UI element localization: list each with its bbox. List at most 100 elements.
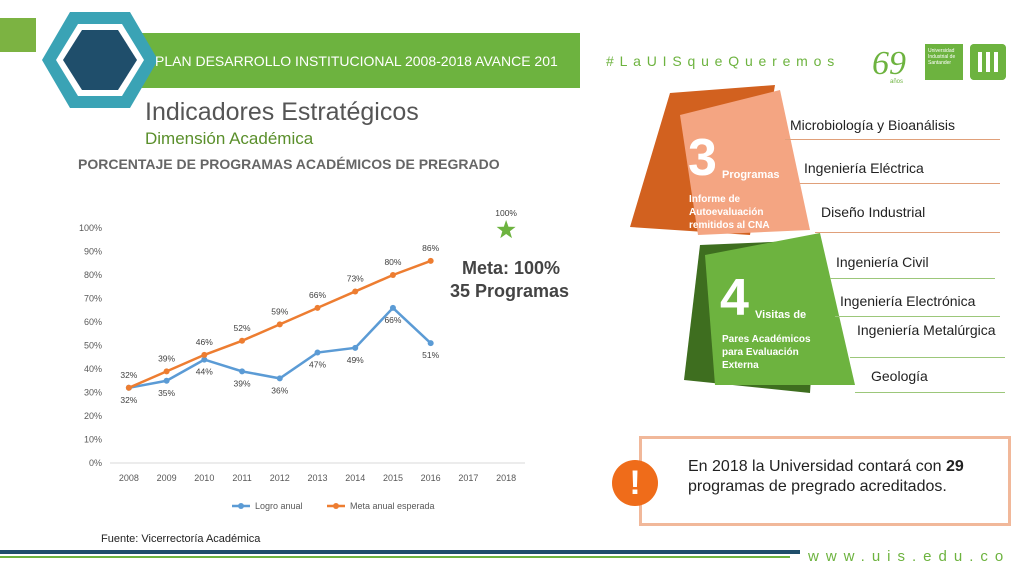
series-point <box>352 288 359 295</box>
note-highlight: 29 <box>945 458 964 475</box>
data-label: 35% <box>158 388 175 398</box>
green-panel-front <box>705 233 855 385</box>
header-title: PLAN DESARROLLO INSTITUCIONAL 2008-2018 … <box>155 53 558 69</box>
data-label: 47% <box>309 360 326 370</box>
y-tick-label: 90% <box>84 247 102 257</box>
data-label: 44% <box>196 367 213 377</box>
orange-desc-line: Autoevaluación <box>689 207 764 218</box>
y-tick-label: 100% <box>79 223 102 233</box>
y-tick-label: 10% <box>84 435 102 445</box>
data-label: 80% <box>384 257 401 267</box>
target-star-icon <box>496 220 516 239</box>
data-label: 52% <box>234 323 251 333</box>
orange-program-divider <box>800 183 1000 184</box>
data-label: 49% <box>347 355 364 365</box>
series-point <box>389 304 396 311</box>
footer-line <box>0 550 800 554</box>
y-tick-label: 30% <box>84 388 102 398</box>
exclamation-icon: ! <box>612 460 658 506</box>
hexagon-logo-icon <box>42 12 158 108</box>
x-tick-label: 2010 <box>194 473 214 483</box>
y-tick-label: 40% <box>84 364 102 374</box>
x-tick-label: 2013 <box>307 473 327 483</box>
data-label: 73% <box>347 273 364 283</box>
green-program-divider <box>855 392 1005 393</box>
data-label: 46% <box>196 337 213 347</box>
green-desc-line: Pares Académicos <box>722 334 811 345</box>
data-label: 32% <box>120 395 137 405</box>
data-label: 66% <box>384 315 401 325</box>
line-chart: 0% 10% 20% 30% 40% 50% 60% 70% 80% 90% 100% 2008 200… <box>79 208 525 511</box>
x-tick-label: 2012 <box>270 473 290 483</box>
y-tick-label: 50% <box>84 341 102 351</box>
header-bar <box>130 33 580 88</box>
x-tick-label: 2017 <box>458 473 478 483</box>
series-point <box>427 257 434 264</box>
data-label: 39% <box>234 378 251 388</box>
series-point <box>239 368 246 375</box>
x-tick-label: 2014 <box>345 473 365 483</box>
series-point <box>201 351 208 358</box>
chart-heading: PORCENTAJE DE PROGRAMAS ACADÉMICOS DE PR… <box>78 156 500 172</box>
page-subtitle: Dimensión Académica <box>145 129 314 148</box>
data-label: 86% <box>422 243 439 253</box>
orange-program-item: Ingeniería Eléctrica <box>804 160 924 176</box>
green-program-item: Geología <box>871 368 928 384</box>
header-accent-band <box>0 18 36 52</box>
anniversary-suffix: años <box>890 79 903 85</box>
orange-program-divider <box>815 232 1000 233</box>
orange-desc-line: remitidos al CNA <box>689 220 770 231</box>
data-label: 36% <box>271 385 288 395</box>
series-point <box>276 321 283 328</box>
note-text-after: programas de pregrado acreditados. <box>688 478 947 495</box>
green-desc-line: Externa <box>722 360 759 371</box>
x-tick-label: 2011 <box>232 473 251 483</box>
website-link[interactable]: www.uis.edu.co <box>808 548 1011 565</box>
green-program-item: Ingeniería Electrónica <box>840 293 976 309</box>
university-name-logo: Universidad Industrial de Santander <box>925 44 963 80</box>
data-label: 32% <box>120 370 137 380</box>
green-panel-number: 4 <box>720 269 749 327</box>
x-tick-label: 2009 <box>157 473 177 483</box>
green-program-item: Ingeniería Metalúrgica <box>857 322 996 338</box>
data-label: 39% <box>158 353 175 363</box>
green-program-divider <box>850 357 1005 358</box>
orange-panel-front <box>680 90 810 235</box>
legend-label: Logro anual <box>255 501 303 511</box>
green-program-divider <box>835 316 1000 317</box>
orange-program-item: Microbiología y Bioanálisis <box>790 117 955 133</box>
legend-marker <box>238 503 244 509</box>
series-point <box>239 337 246 344</box>
orange-panel-desc: Informe de Autoevaluación remitidos al C… <box>689 193 770 232</box>
y-tick-label: 60% <box>84 317 102 327</box>
y-tick-label: 70% <box>84 294 102 304</box>
green-program-item: Ingeniería Civil <box>836 254 929 270</box>
orange-program-item: Diseño Industrial <box>821 204 926 220</box>
page-title: Indicadores Estratégicos <box>145 98 419 126</box>
data-label: 59% <box>271 306 288 316</box>
footer-line-accent <box>0 556 790 558</box>
green-panel-unit: Visitas de <box>755 309 807 321</box>
legend-label: Meta anual esperada <box>350 501 435 511</box>
legend-marker <box>333 503 339 509</box>
series-point <box>163 377 170 384</box>
x-tick-label: 2016 <box>421 473 441 483</box>
x-tick-label: 2015 <box>383 473 403 483</box>
y-tick-label: 20% <box>84 411 102 421</box>
panel-shapes <box>630 85 855 393</box>
orange-panel-number: 3 <box>688 129 717 187</box>
target-label: 100% <box>495 208 517 218</box>
orange-program-divider <box>785 139 1000 140</box>
data-label: 66% <box>309 290 326 300</box>
x-tick-label: 2008 <box>119 473 139 483</box>
series-point <box>314 349 321 356</box>
note-text: En 2018 la Universidad contará con 29 pr… <box>688 457 998 497</box>
anniversary-number: 69 <box>872 45 906 82</box>
x-tick-label: 2018 <box>496 473 516 483</box>
y-tick-label: 0% <box>89 458 102 468</box>
orange-panel-unit: Programas <box>722 169 780 181</box>
green-program-divider <box>830 278 995 279</box>
source-note: Fuente: Vicerrectoría Académica <box>101 533 261 545</box>
goal-percent: Meta: 100% <box>462 258 561 278</box>
anniversary-logo-icon: 69 años <box>872 45 906 85</box>
